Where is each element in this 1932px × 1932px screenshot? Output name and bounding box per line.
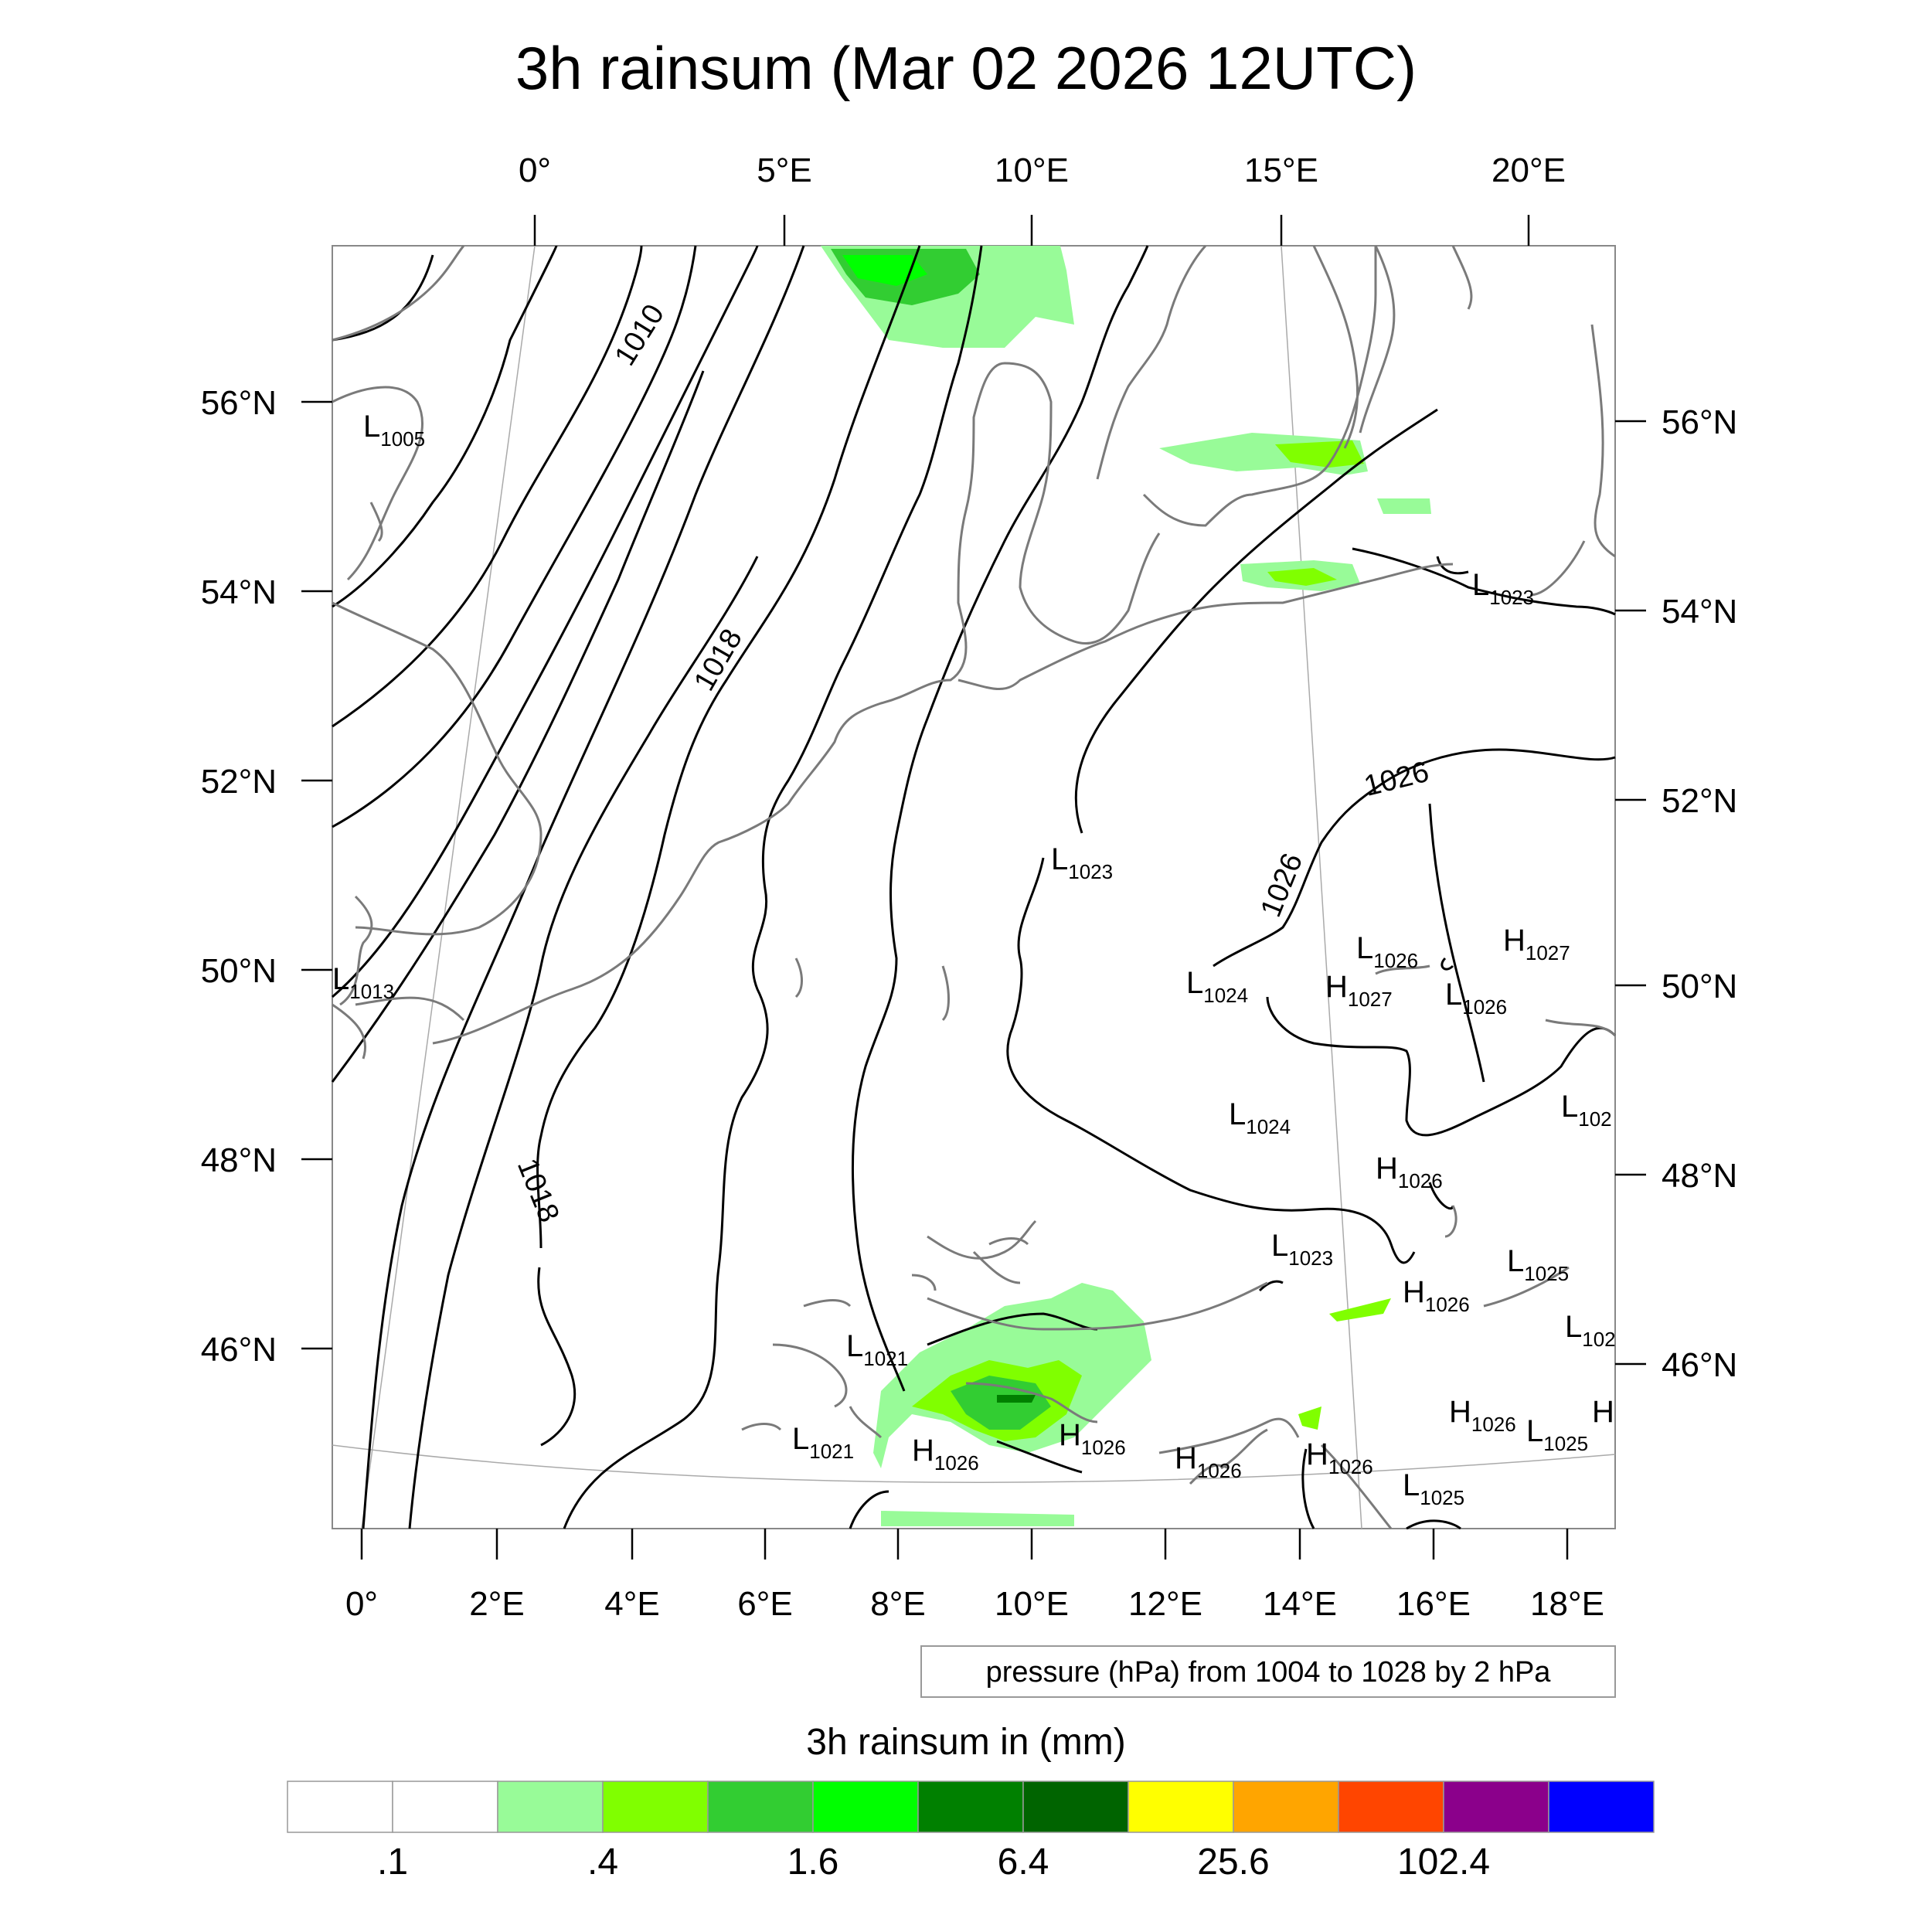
colorbar-swatch	[917, 1781, 1024, 1833]
lat-label-right: 56°N	[1662, 403, 1737, 441]
lat-label-left: 48°N	[201, 1141, 277, 1179]
lat-label-left: 52°N	[201, 763, 277, 801]
lon-label-bottom: 10°E	[995, 1585, 1069, 1623]
colorbar	[287, 1781, 1655, 1833]
lon-labels-bottom: 0° 2°E 4°E 6°E 8°E 10°E 12°E 14°E 16°E 1…	[345, 1585, 1604, 1623]
pressure-center-marker: L1023	[1051, 842, 1113, 883]
colorbar-tick-label: 25.6	[1197, 1842, 1269, 1883]
pressure-center-marker: L102	[1565, 1310, 1616, 1351]
lon-label-bottom: 12°E	[1128, 1585, 1202, 1623]
pressure-center-marker: L102	[1561, 1090, 1612, 1131]
coastlines-borders	[332, 244, 1617, 1529]
pressure-center-marker: L1024	[1229, 1097, 1291, 1138]
lat-label-right: 54°N	[1662, 593, 1737, 631]
pressure-center-marker: H1026	[1059, 1418, 1126, 1459]
rain-area-south-band	[881, 1511, 1074, 1526]
pressure-center-marker: L1005	[363, 410, 425, 451]
pressure-center-marker: L1024	[1186, 966, 1248, 1007]
pressure-center-marker: L1025	[1526, 1414, 1588, 1455]
pressure-center-marker: L1026	[1445, 978, 1507, 1019]
pressure-center-marker: H1026	[1306, 1437, 1373, 1478]
pressure-center-marker: H1026	[912, 1434, 979, 1475]
info-box	[920, 1645, 1616, 1698]
colorbar-tick-label: 6.4	[998, 1842, 1049, 1883]
colorbar-title: 3h rainsum in (mm)	[806, 1722, 1125, 1763]
colorbar-tick-label: 1.6	[787, 1842, 839, 1883]
info-box-text: pressure (hPa) from 1004 to 1028 by 2 hP…	[986, 1656, 1552, 1689]
colorbar-swatch	[287, 1781, 393, 1833]
colorbar-swatch	[602, 1781, 709, 1833]
pressure-center-marker: H1027	[1325, 970, 1393, 1011]
colorbar-swatch	[1233, 1781, 1339, 1833]
lon-label-top: 10°E	[995, 151, 1069, 189]
lon-label-top: 15°E	[1244, 151, 1318, 189]
lat-label-right: 46°N	[1662, 1346, 1737, 1384]
lon-label-bottom: 8°E	[870, 1585, 925, 1623]
lon-label-bottom: 4°E	[604, 1585, 659, 1623]
pressure-center-marker: H1026	[1449, 1395, 1516, 1436]
rain-area-slovenia	[1329, 1298, 1391, 1321]
lon-label-bottom: 0°	[345, 1585, 378, 1623]
colorbar-tick-label: 102.4	[1397, 1842, 1490, 1883]
lat-label-left: 46°N	[201, 1331, 277, 1369]
colorbar-tick-label: .1	[377, 1842, 408, 1883]
lon-label-bottom: 14°E	[1263, 1585, 1337, 1623]
pressure-center-marker: L1023	[1472, 568, 1534, 609]
pressure-center-marker: H	[1592, 1395, 1614, 1429]
rain-area-scania-core	[1275, 440, 1364, 468]
lat-label-right: 48°N	[1662, 1157, 1737, 1195]
pressure-center-marker: L1013	[332, 962, 394, 1003]
lat-labels-left: 56°N 54°N 52°N 50°N 48°N 46°N	[201, 384, 277, 1369]
pressure-centers: L1005 L1013 L1023 L1023 L1026 H1027 L102…	[332, 410, 1616, 1509]
lon-labels-top: 0° 5°E 10°E 15°E 20°E	[519, 151, 1566, 189]
colorbar-swatch	[497, 1781, 604, 1833]
pressure-center-marker: H1026	[1376, 1151, 1443, 1192]
colorbar-swatch	[1443, 1781, 1549, 1833]
colorbar-tick-label: .4	[587, 1842, 618, 1883]
rain-area-croatia	[1298, 1406, 1321, 1430]
rain-area-gotland	[1377, 498, 1431, 514]
lon-label-top: 5°E	[757, 151, 811, 189]
map-content	[301, 215, 1646, 1560]
colorbar-swatch	[392, 1781, 498, 1833]
map-title: 3h rainsum (Mar 02 2026 12UTC)	[515, 34, 1417, 102]
colorbar-swatch	[1338, 1781, 1444, 1833]
lat-label-left: 56°N	[201, 384, 277, 422]
pressure-center-marker: H1027	[1503, 923, 1570, 964]
lat-label-left: 54°N	[201, 573, 277, 611]
colorbar-swatch	[1022, 1781, 1129, 1833]
pressure-center-marker: L1021	[792, 1422, 854, 1463]
pressure-center-marker: L1025	[1507, 1244, 1569, 1285]
pressure-center-marker: L1026	[1356, 931, 1418, 972]
colorbar-swatch	[1548, 1781, 1655, 1833]
lon-label-bottom: 6°E	[737, 1585, 792, 1623]
pressure-center-marker: L1023	[1271, 1229, 1333, 1270]
rainfall-areas	[821, 246, 1431, 1526]
pressure-center-marker: H1026	[1175, 1441, 1242, 1482]
colorbar-swatch	[707, 1781, 814, 1833]
axis-ticks	[301, 215, 1646, 1560]
pressure-center-marker: L1025	[1403, 1468, 1464, 1509]
colorbar-swatch	[812, 1781, 919, 1833]
isobars	[331, 245, 1617, 1530]
pressure-center-marker: H1026	[1403, 1275, 1470, 1316]
colorbar-swatch	[1128, 1781, 1234, 1833]
lon-label-bottom: 16°E	[1396, 1585, 1471, 1623]
lat-label-right: 52°N	[1662, 782, 1737, 820]
rain-area-bornholm-core	[1267, 568, 1337, 586]
lon-label-bottom: 18°E	[1530, 1585, 1604, 1623]
lat-label-left: 50°N	[201, 952, 277, 990]
rain-area-north-sea-inner	[842, 255, 927, 286]
lat-labels-right: 56°N 54°N 52°N 50°N 48°N 46°N	[1662, 403, 1737, 1384]
lon-label-top: 0°	[519, 151, 551, 189]
lon-label-top: 20°E	[1492, 151, 1566, 189]
rain-area-alps-max	[997, 1395, 1036, 1403]
lon-label-bottom: 2°E	[469, 1585, 524, 1623]
pressure-center-marker: L1021	[846, 1329, 908, 1370]
lat-label-right: 50°N	[1662, 968, 1737, 1005]
colorbar-tick-labels: .1 .4 1.6 6.4 25.6 102.4	[377, 1842, 1490, 1883]
